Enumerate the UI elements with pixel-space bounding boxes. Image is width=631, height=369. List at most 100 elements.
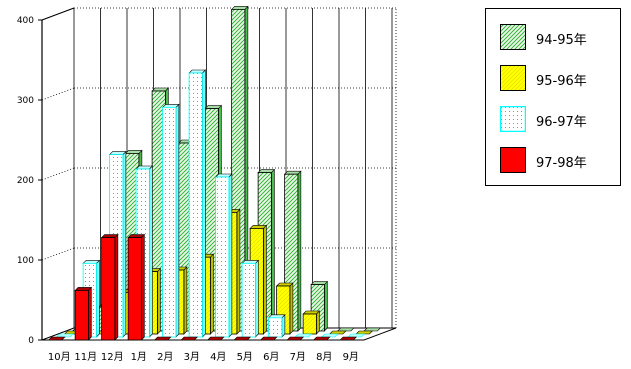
bar-s3-3-top — [127, 234, 146, 238]
bar-s0-7-side — [271, 168, 275, 332]
legend-label-95-96: 95-96年 — [536, 74, 587, 89]
bar-s0-5-top — [204, 105, 223, 109]
chart-tick-labels: 0 100 200 300 400 10月 11月 12月 1月 2月 3月 4月 5月 6月 7月 8月 9月 — [17, 16, 359, 363]
gridline-depth-200 — [41, 167, 75, 181]
bar-s2-6-side — [228, 173, 233, 338]
bar-s1-11-flat — [355, 330, 374, 335]
bar-s2-3-top — [135, 165, 154, 170]
bar-s3-4-flat — [153, 336, 172, 341]
bar-s3-7-flat — [233, 336, 252, 341]
bar-s2-0-flat — [55, 333, 74, 338]
bar-s0-7-top — [257, 169, 276, 173]
bar-s0-10-flat — [336, 327, 355, 332]
bar-s1-7-side — [263, 224, 267, 335]
y-tick-label-400: 400 — [17, 16, 34, 26]
bar-s3-3-side — [141, 233, 145, 341]
bar-s1-9 — [302, 313, 317, 335]
bar-s1-6-side — [236, 208, 241, 335]
x-tick-label-6: 4月 — [210, 351, 226, 363]
bar-s3-2-top — [100, 234, 119, 238]
bar-s0-9-top — [310, 281, 329, 285]
bar-s2-8-side — [281, 314, 286, 338]
bar-s2-2-side — [122, 150, 127, 338]
y-axis-top-depth — [41, 7, 75, 21]
x-tick-label-5: 3月 — [184, 351, 200, 363]
bar-s2-11-flat — [347, 333, 366, 338]
legend-label-97-98: 97-98年 — [536, 156, 587, 171]
legend-label-94-95: 94-95年 — [536, 33, 587, 48]
bar-s1-9-side — [316, 310, 320, 335]
bar-s2-9-flat — [294, 333, 313, 338]
bar-s0-8-side — [297, 170, 302, 332]
bar-s3-0-flat — [47, 336, 66, 341]
bar-s2-6-top — [214, 173, 233, 178]
x-tick-label-1: 11月 — [74, 351, 97, 363]
bar-s0-8-top — [283, 170, 302, 175]
bar-s1-8-side — [289, 282, 294, 335]
bar-s2-4-top — [161, 104, 180, 108]
bar-s1-10-flat — [328, 330, 347, 335]
bar-s3-10-flat — [312, 336, 331, 341]
bar-s1-3-side — [157, 267, 161, 335]
x-tick-label-8: 6月 — [263, 351, 279, 363]
y-tick-label-200: 200 — [17, 176, 34, 186]
bar-s3-6-flat — [206, 336, 225, 341]
x-tick-label-11: 9月 — [343, 351, 359, 363]
bar-s0-11-flat — [363, 327, 382, 332]
bar-s3-1-side — [88, 286, 92, 341]
legend-swatch-95-96 — [500, 65, 526, 91]
bar-s1-5-side — [210, 253, 214, 335]
bar-s0-6-top — [230, 6, 249, 10]
bar-s2-6 — [215, 176, 230, 338]
x-tick-label-10: 8月 — [316, 351, 332, 363]
bar-s3-1-top — [74, 287, 93, 291]
bar-s3-9-flat — [286, 336, 305, 341]
bar-s3-3 — [127, 237, 142, 341]
bar-s2-4 — [162, 107, 177, 338]
y-tick-label-100: 100 — [17, 256, 34, 266]
chart-floor — [41, 327, 397, 341]
bar-s2-5 — [188, 72, 203, 338]
bar-s0-3-top — [151, 87, 170, 92]
bar-s2-1-top — [82, 260, 101, 264]
bar-s2-5-top — [188, 69, 207, 74]
gridline-depth-100 — [41, 247, 75, 261]
chart-bars — [47, 5, 382, 341]
bar-s3-1 — [74, 289, 89, 341]
x-tick-label-2: 12月 — [101, 351, 124, 363]
bar-s3-5-flat — [180, 336, 199, 341]
bar-s2-8 — [268, 317, 283, 338]
bar-s2-7 — [241, 262, 256, 338]
x-tick-label-0: 10月 — [48, 351, 71, 363]
bar-s2-5-side — [202, 69, 206, 338]
bar-s0-2-top — [124, 150, 143, 154]
legend-label-96-97: 96-97年 — [536, 115, 587, 130]
bar-s2-3-side — [149, 165, 153, 338]
legend-swatch-96-97 — [500, 106, 526, 132]
y-tick-label-300: 300 — [17, 96, 34, 106]
x-tick-label-9: 7月 — [290, 351, 306, 363]
x-tick-label-3: 1月 — [131, 351, 147, 363]
bar-s1-8-top — [275, 282, 294, 287]
bar-s2-8-top — [267, 314, 286, 319]
bar-s3-2 — [101, 237, 116, 341]
bar-s2-7-top — [241, 260, 260, 264]
bar-s1-4-side — [183, 266, 188, 335]
bar-s3-2-side — [114, 233, 119, 341]
bar-s2-2-top — [108, 151, 127, 155]
bar-s1-7-top — [249, 225, 268, 229]
bar-s1-9-top — [302, 310, 321, 315]
bar-s0-9-side — [324, 280, 328, 332]
y-tick-label-0: 0 — [28, 336, 34, 346]
bar-s2-7-side — [255, 259, 259, 338]
bar-s3-11-flat — [339, 336, 358, 341]
legend-swatch-97-98 — [500, 147, 526, 173]
legend-swatch-94-95 — [500, 24, 526, 50]
chart-legend: 94-95年 95-96年 96-97年 97-98年 — [485, 8, 621, 186]
gridline-depth-300 — [41, 87, 75, 101]
bar-s2-1-side — [96, 259, 100, 338]
x-tick-label-4: 2月 — [157, 351, 173, 363]
chart-axes — [38, 7, 397, 341]
bar-s3-8-flat — [259, 336, 278, 341]
